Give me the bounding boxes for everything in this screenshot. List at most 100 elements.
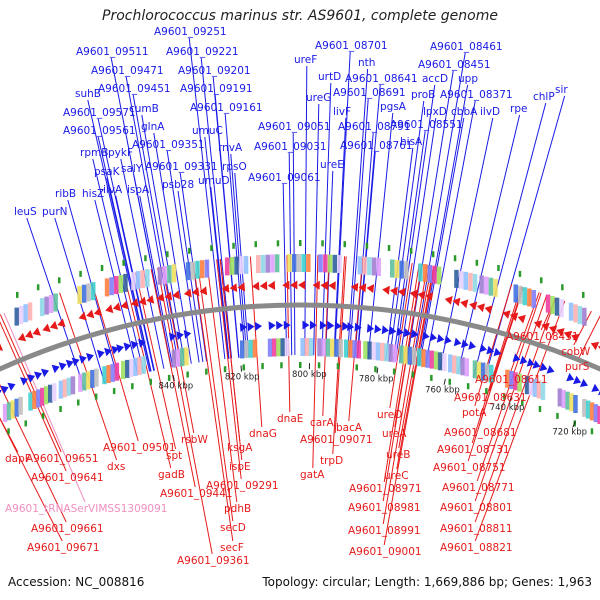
- reverse-gene-box: [91, 282, 96, 301]
- forward-gene-arrow: [403, 328, 412, 338]
- gene-label: A9601_09291: [206, 480, 279, 492]
- forward-gene-arrow: [479, 343, 487, 353]
- forward-gene-box: [352, 340, 357, 359]
- gene-label: A9601_08431: [506, 331, 579, 343]
- forward-gene-box: [325, 338, 331, 357]
- green-feature-tick: [556, 412, 559, 419]
- gene-label: ksgA: [227, 442, 253, 454]
- gene-label: dnaE: [277, 413, 303, 425]
- forward-gene-arrow: [86, 353, 94, 362]
- reverse-gene-box: [301, 254, 306, 272]
- forward-gene-arrow: [104, 347, 112, 357]
- reverse-gene-arrow: [172, 290, 180, 300]
- green-feature-tick: [166, 251, 169, 258]
- forward-gene-arrow: [138, 338, 146, 348]
- forward-gene-box: [106, 365, 111, 383]
- green-feature-tick: [59, 406, 62, 412]
- reverse-gene-box: [488, 277, 494, 296]
- gene-label: ilvA: [103, 184, 123, 196]
- reverse-gene-box: [39, 298, 45, 317]
- gene-label: A9601_09671: [27, 542, 100, 554]
- forward-gene-box: [32, 391, 37, 409]
- gene-label-line: [383, 264, 420, 483]
- forward-gene-arrow: [78, 355, 87, 364]
- gene-label-line: [282, 183, 288, 356]
- reverse-gene-arrow: [93, 307, 102, 317]
- forward-gene-box: [456, 356, 461, 375]
- scale-tick-mark: [572, 421, 576, 428]
- gene-label-line: [354, 132, 374, 358]
- reverse-gene-box: [27, 302, 33, 321]
- reverse-gene-box: [522, 287, 528, 306]
- green-feature-tick: [299, 240, 302, 246]
- reverse-gene-arrow: [78, 311, 87, 321]
- gene-label: A9601_09071: [300, 434, 373, 446]
- forward-gene-box: [348, 339, 353, 358]
- reverse-gene-box: [582, 307, 587, 326]
- gene-label-line: [304, 65, 308, 356]
- gene-label-line: [177, 190, 204, 362]
- reverse-gene-box: [287, 254, 292, 273]
- reverse-gene-box: [337, 255, 342, 273]
- forward-gene-arrow: [302, 320, 310, 330]
- green-feature-tick: [503, 393, 506, 400]
- reverse-gene-box: [243, 255, 249, 274]
- green-feature-tick: [94, 393, 98, 400]
- reverse-gene-arrow: [298, 280, 306, 290]
- gene-label-line: [392, 130, 426, 362]
- gene-label-line: [388, 100, 425, 361]
- gene-label: A9601_09351: [132, 139, 205, 151]
- gene-label: gadB: [158, 469, 185, 481]
- forward-gene-box: [589, 402, 595, 421]
- forward-gene-box: [513, 372, 518, 391]
- gene-label: psaK: [94, 166, 121, 178]
- reverse-gene-box: [323, 254, 328, 273]
- accession-label: Accession: NC_008816: [8, 575, 145, 589]
- green-feature-tick: [58, 277, 61, 284]
- green-feature-tick: [188, 247, 191, 254]
- forward-gene-box: [356, 340, 362, 359]
- forward-gene-box: [338, 339, 343, 358]
- forward-gene-arrow: [319, 320, 327, 330]
- reverse-gene-arrow: [267, 280, 276, 290]
- scale-tick-label: 820 kbp: [225, 373, 260, 383]
- green-feature-tick: [387, 245, 391, 251]
- gene-label-line: [292, 132, 296, 356]
- forward-gene-arrow: [123, 342, 132, 352]
- gene-label: ilvD: [480, 106, 500, 118]
- forward-gene-box: [452, 355, 457, 374]
- reverse-gene-arrow: [358, 283, 367, 293]
- reverse-gene-arrow: [112, 302, 121, 312]
- forward-gene-arrow: [436, 334, 445, 343]
- forward-gene-arrow: [444, 335, 452, 345]
- reverse-gene-box: [190, 261, 195, 280]
- gene-label-line: [313, 103, 320, 356]
- forward-gene-arrow: [342, 321, 350, 331]
- forward-gene-box: [36, 389, 41, 408]
- feature-boxes: [0, 254, 600, 424]
- reverse-gene-box: [376, 258, 381, 276]
- gene-label: ureE: [320, 159, 344, 171]
- gene-label-line: [385, 147, 414, 361]
- reverse-gene-box: [204, 259, 210, 278]
- gene-label: A9601_08791: [338, 121, 411, 133]
- gene-label: A9601_09451: [98, 83, 171, 95]
- gene-label: A9601_09571: [63, 107, 136, 119]
- forward-gene-box: [129, 358, 134, 377]
- gene-label: A9601_08451: [418, 59, 491, 71]
- gene-label-line: [224, 113, 246, 358]
- reverse-gene-arrow: [32, 327, 41, 336]
- reverse-gene-box: [559, 299, 564, 318]
- forward-gene-arrow: [591, 383, 600, 392]
- reverse-gene-box: [306, 254, 311, 272]
- gene-label-line: [204, 136, 229, 359]
- forward-gene-box: [304, 338, 310, 356]
- gene-label: A9601_09251: [154, 26, 227, 38]
- gene-label-line: [474, 300, 566, 542]
- forward-gene-box: [517, 373, 522, 392]
- forward-gene-box: [484, 363, 490, 382]
- gene-label: A9601_09001: [349, 546, 422, 558]
- gene-label-line: [389, 263, 413, 409]
- forward-gene-arrow: [512, 353, 521, 362]
- forward-gene-box: [171, 349, 177, 368]
